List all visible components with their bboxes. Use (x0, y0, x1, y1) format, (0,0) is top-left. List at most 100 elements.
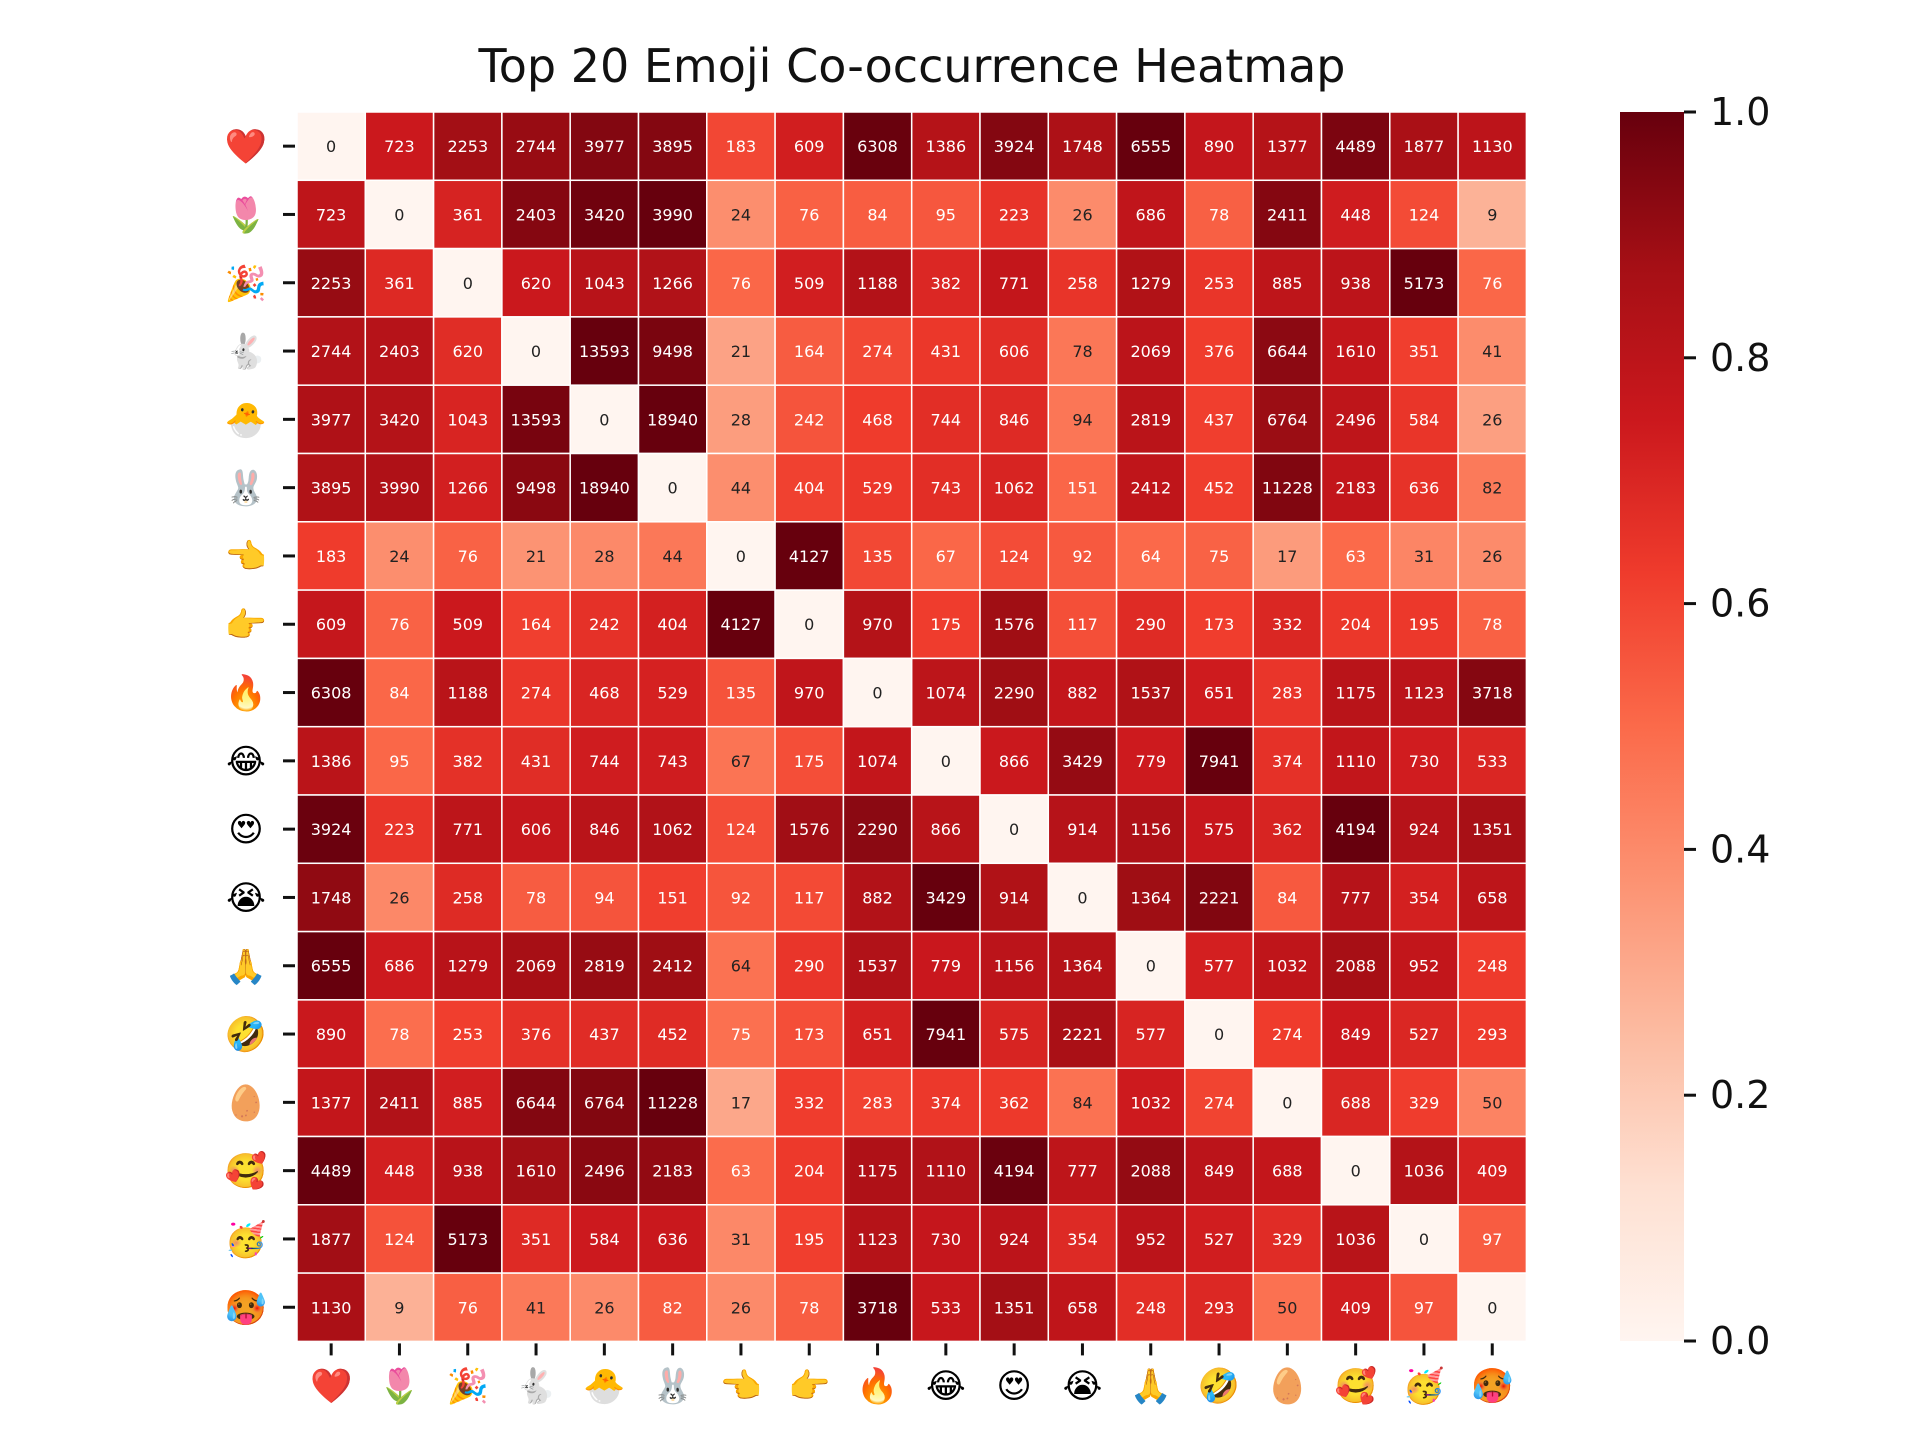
cell-value-label: 0 (872, 684, 882, 703)
cell-value-label: 849 (1204, 1162, 1235, 1181)
cell-value-label: 28 (594, 547, 614, 566)
heatmap-cell (1389, 999, 1459, 1069)
cell-value-label: 21 (526, 547, 546, 566)
cell-value-label: 18940 (579, 479, 630, 498)
cell-value-label: 175 (931, 615, 962, 634)
cell-value-label: 78 (799, 1298, 819, 1317)
cell-value-label: 17 (731, 1093, 751, 1112)
heatmap-cell (1115, 930, 1186, 1001)
heatmap-cell (501, 725, 571, 796)
heatmap-cell (1320, 999, 1391, 1069)
cell-value-label: 744 (589, 752, 620, 771)
heatmap-cell (432, 1204, 503, 1274)
x-tick-fire-icon: 🔥 (856, 1366, 898, 1406)
x-tick-hot-face-icon: 🥵 (1471, 1366, 1513, 1406)
cell-value-label: 0 (941, 752, 951, 771)
cell-value-label: 1123 (857, 1230, 898, 1249)
x-tick-smiling-face-with-hearts-icon: 🥰 (1334, 1365, 1376, 1406)
cell-value-label: 1156 (994, 957, 1035, 976)
cell-value-label: 248 (1477, 957, 1508, 976)
cell-value-label: 448 (384, 1162, 415, 1181)
heatmap-cell (706, 657, 776, 728)
heatmap-cell (1115, 1067, 1186, 1138)
cell-value-label: 50 (1277, 1298, 1297, 1317)
heatmap-cell (1184, 1135, 1254, 1206)
cell-value-label: 223 (384, 820, 415, 839)
heatmap-cell (1184, 862, 1254, 933)
cell-value-label: 1062 (652, 820, 693, 839)
cell-value-label: 1351 (1472, 820, 1513, 839)
cell-value-label: 866 (999, 752, 1030, 771)
heatmap-cell (1320, 794, 1391, 865)
heatmap-cell (979, 521, 1050, 591)
cell-value-label: 1043 (447, 410, 488, 429)
cell-value-label: 283 (862, 1093, 893, 1112)
cell-value-label: 26 (389, 888, 409, 907)
cell-value-label: 361 (453, 206, 484, 225)
cell-value-label: 777 (1067, 1162, 1098, 1181)
cell-value-label: 437 (1204, 410, 1235, 429)
cell-value-label: 164 (521, 615, 552, 634)
cell-value-label: 0 (463, 274, 473, 293)
cell-value-label: 76 (1482, 274, 1502, 293)
cell-value-label: 0 (1214, 1025, 1224, 1044)
cell-value-label: 26 (731, 1298, 751, 1317)
cell-value-label: 527 (1409, 1025, 1440, 1044)
cell-value-label: 952 (1409, 957, 1440, 976)
cell-value-label: 173 (1204, 615, 1235, 634)
heatmap-cell (296, 1204, 367, 1274)
cell-value-label: 0 (1009, 820, 1019, 839)
cell-value-label: 124 (999, 547, 1030, 566)
cell-value-label: 3895 (652, 137, 693, 156)
heatmap-cell (1320, 862, 1391, 933)
cell-value-label: 362 (1272, 820, 1303, 839)
cell-value-label: 914 (999, 888, 1030, 907)
heatmap-cell (637, 111, 708, 182)
cell-value-label: 362 (999, 1093, 1030, 1112)
cell-value-label: 2221 (1062, 1025, 1103, 1044)
cell-value-label: 577 (1136, 1025, 1167, 1044)
x-tick-backhand-index-pointing-left-icon: 👈 (720, 1366, 762, 1406)
cell-value-label: 376 (521, 1025, 552, 1044)
heatmap-cell (1320, 930, 1391, 1001)
cell-value-label: 82 (662, 1298, 682, 1317)
heatmap-cell (774, 589, 845, 660)
cell-value-label: 452 (1204, 479, 1235, 498)
heatmap-cell (1457, 521, 1528, 591)
heatmap-cell (1184, 725, 1254, 796)
cell-value-label: 2403 (379, 342, 420, 361)
cell-value-label: 658 (1067, 1298, 1098, 1317)
cell-value-label: 242 (794, 410, 825, 429)
cell-value-label: 67 (936, 547, 956, 566)
heatmap-cell (706, 521, 776, 591)
cell-value-label: 3924 (311, 820, 352, 839)
heatmap-cell (774, 521, 845, 591)
heatmap-cell (1457, 1272, 1528, 1343)
heatmap-cell (1320, 384, 1391, 455)
heatmap-cell (1184, 930, 1254, 1001)
heatmap-cell (706, 452, 776, 523)
x-tick-rolling-on-the-floor-laughing-icon: 🤣 (1196, 1366, 1240, 1407)
y-tick-fire-icon: 🔥 (225, 674, 267, 714)
heatmap-cell (1047, 1204, 1118, 1274)
heatmap-cell (1252, 316, 1323, 386)
cell-value-label: 1156 (1130, 820, 1171, 839)
cell-value-label: 151 (1067, 479, 1098, 498)
cell-value-label: 4127 (721, 615, 762, 634)
heatmap-cell (1047, 1135, 1118, 1206)
cell-value-label: 248 (1136, 1298, 1167, 1317)
cell-value-label: 0 (736, 547, 746, 566)
cell-value-label: 76 (458, 1298, 478, 1317)
y-tick-party-popper-icon: 🎉 (225, 264, 267, 304)
y-tick-tulip-icon: 🌷 (225, 195, 267, 235)
cell-value-label: 723 (384, 137, 415, 156)
x-tick-face-with-tears-of-joy-icon: 😂 (926, 1366, 966, 1406)
cell-value-label: 135 (862, 547, 893, 566)
cell-value-label: 1123 (1404, 684, 1445, 703)
heatmap-cell (1320, 111, 1391, 182)
heatmap-cell (1457, 179, 1528, 250)
cell-value-label: 7941 (925, 1025, 966, 1044)
cell-value-label: 1877 (311, 1230, 352, 1249)
cell-value-label: 448 (1340, 206, 1371, 225)
heatmap-cell (910, 384, 981, 455)
